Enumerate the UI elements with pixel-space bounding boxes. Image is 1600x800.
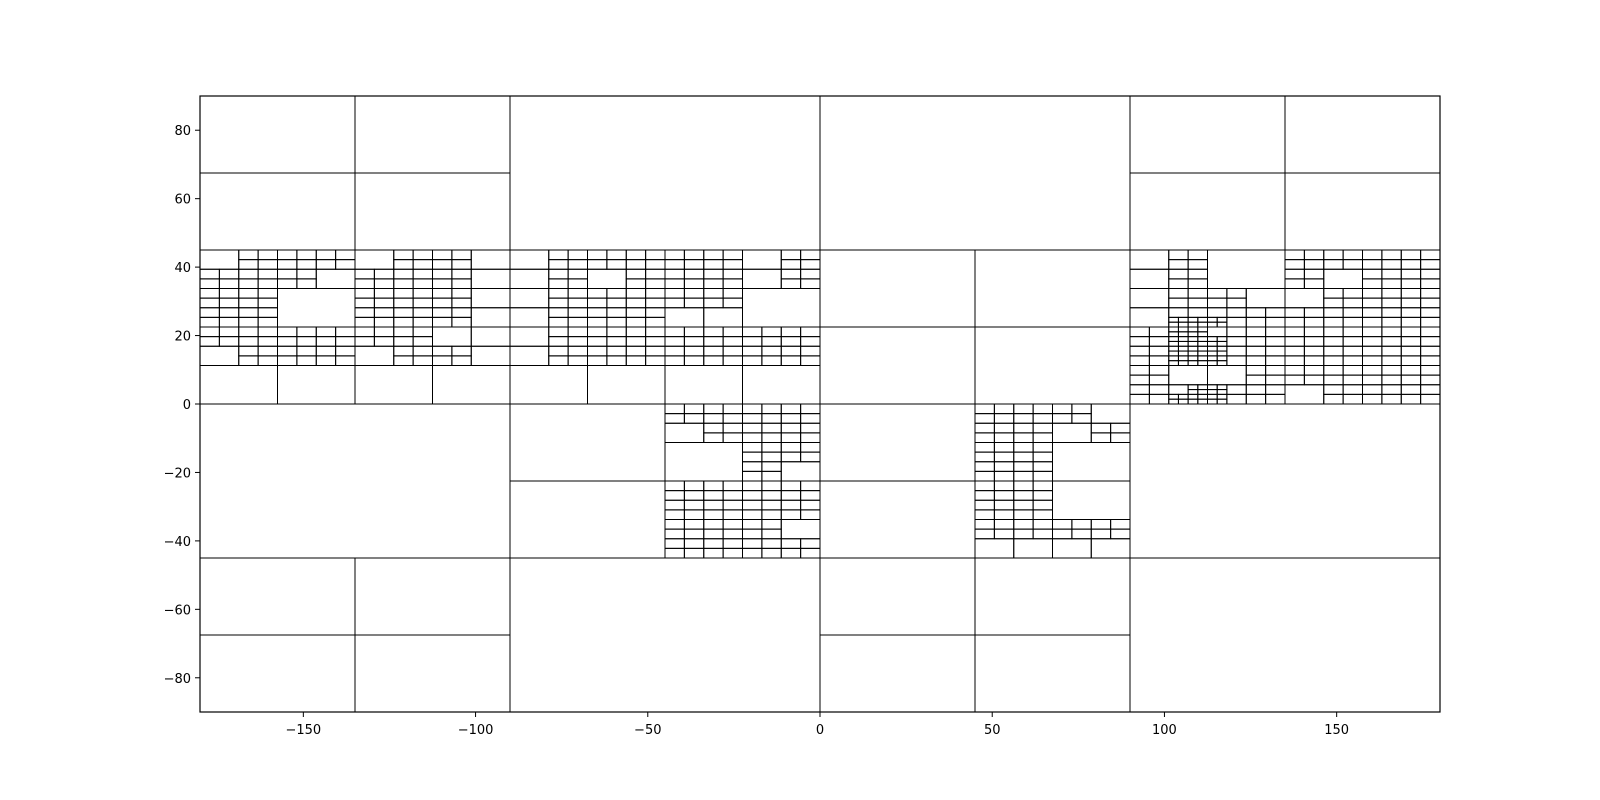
- y-tick-label: 0: [183, 398, 191, 413]
- y-axis: −80 −60 −40 −20 0 20 40 60 80: [164, 124, 200, 687]
- x-tick-label: 50: [984, 723, 1001, 738]
- y-tick-label: 20: [174, 330, 191, 345]
- x-tick-label: −150: [285, 723, 321, 738]
- x-axis: −150 −100 −50 0 50 100 150: [285, 712, 1349, 738]
- x-tick-label: 150: [1324, 723, 1349, 738]
- plot-area: [199, 95, 1441, 713]
- y-tick-label: −40: [164, 535, 191, 550]
- y-tick-label: −20: [164, 466, 191, 481]
- x-tick-label: −50: [634, 723, 661, 738]
- y-tick-label: 40: [174, 261, 191, 276]
- y-tick-label: 60: [174, 193, 191, 208]
- x-tick-label: 100: [1152, 723, 1177, 738]
- y-tick-label: −60: [164, 603, 191, 618]
- x-tick-label: 0: [816, 723, 824, 738]
- y-tick-label: 80: [174, 124, 191, 139]
- x-tick-label: −100: [458, 723, 494, 738]
- y-tick-label: −80: [164, 672, 191, 687]
